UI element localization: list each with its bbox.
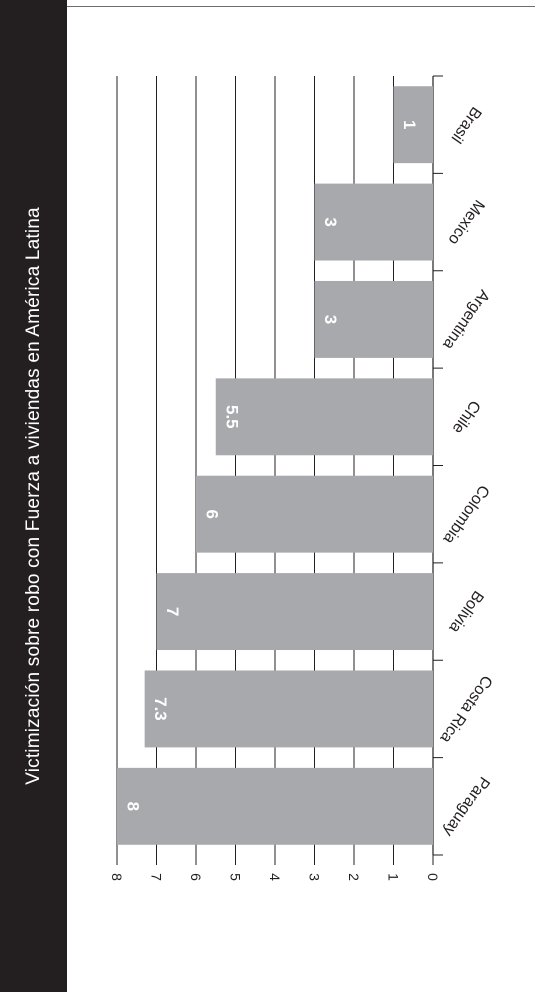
tick-label-8: 8: [109, 873, 125, 881]
value-label-5: 7: [163, 607, 182, 616]
bar-chile: [215, 378, 433, 456]
category-label-colombia: Colombia: [440, 482, 493, 547]
tick-label-1: 1: [386, 873, 402, 881]
bar-paraguay: [117, 767, 433, 845]
title-band: Victimización sobre robo con Fuerza a vi…: [0, 0, 67, 992]
category-label-argentina: Argentina: [439, 287, 492, 353]
bar-bolivia: [156, 573, 433, 651]
tick-label-5: 5: [228, 873, 244, 881]
tick-label-6: 6: [188, 873, 204, 881]
category-label-brasil: Brasil: [448, 103, 485, 146]
tick-label-7: 7: [149, 873, 165, 881]
bar-mexico: [314, 183, 433, 261]
tick-label-4: 4: [267, 873, 283, 881]
value-label-4: 6: [203, 509, 222, 518]
value-label-3: 5.5: [222, 405, 241, 429]
tick-label-3: 3: [307, 873, 323, 881]
value-label-0: 1: [400, 120, 419, 129]
tick-label-2: 2: [346, 873, 362, 881]
category-label-chile: Chile: [449, 397, 484, 437]
value-label-2: 3: [321, 315, 340, 324]
category-label-mexico: Mexico: [444, 196, 487, 247]
bar-colombia: [196, 475, 433, 553]
bar-argentina: [314, 280, 433, 358]
bar-brasil: [393, 86, 433, 164]
top-rule: [67, 6, 535, 7]
tick-label-0: 0: [425, 873, 441, 881]
bar-costa-rica: [144, 670, 433, 748]
value-label-1: 3: [321, 217, 340, 226]
category-label-paraguay: Paraguay: [439, 773, 492, 839]
category-label-bolivia: Bolivia: [445, 587, 486, 635]
value-label-6: 7.3: [151, 697, 170, 721]
value-label-7: 8: [124, 802, 143, 811]
category-label-costa-rica: Costa Rica: [437, 672, 496, 746]
